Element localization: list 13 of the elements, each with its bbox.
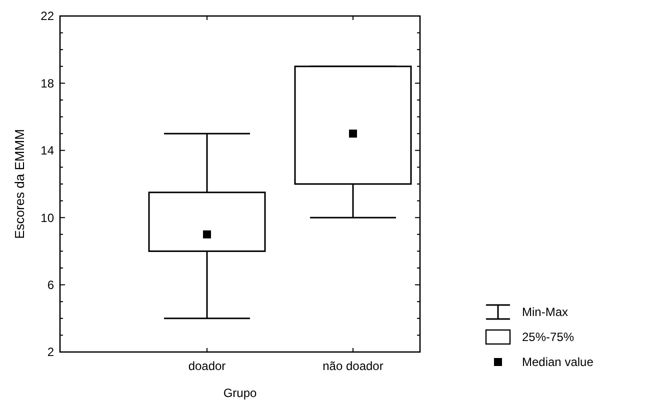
text: Min-Max [522,305,568,320]
y-tick-label: 2 [47,345,54,360]
text: Median value [522,355,594,370]
x-tick-label: doador [188,359,226,373]
y-tick-label: 18 [40,76,54,90]
y-tick-label: 22 [40,9,54,24]
x-axis-title: Grupo [223,386,257,400]
x-tick-label: não doador [322,359,384,373]
y-axis-title: Escores da EMMM [12,129,27,239]
y-tick-label: 10 [40,210,54,225]
text: 25%-75% [522,330,574,344]
y-tick-label: 14 [40,144,54,158]
y-tick-label: 6 [47,278,54,292]
